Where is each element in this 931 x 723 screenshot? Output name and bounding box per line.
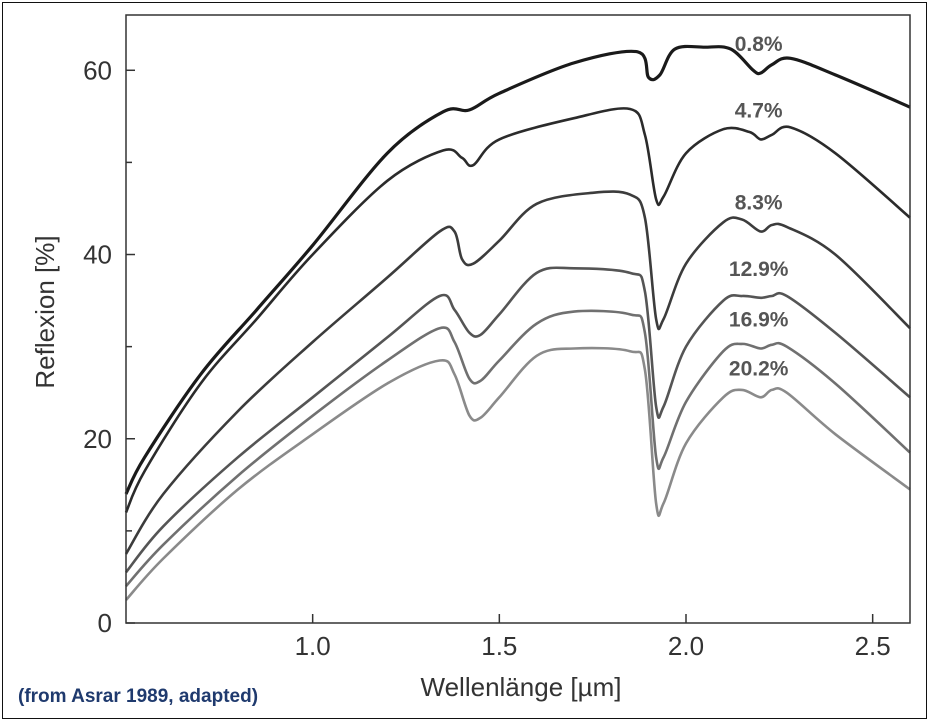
axis-ticks: 1.0 1.5 2.0 2.5 0 20 40 60 — [83, 55, 891, 661]
series-line — [124, 44, 911, 495]
series-line — [125, 346, 911, 601]
x-axis-title: Wellenlänge [µm] — [421, 672, 622, 702]
series-curves — [124, 44, 911, 601]
series-line — [124, 107, 911, 514]
series-line — [124, 190, 911, 555]
series-line — [125, 309, 911, 588]
y-tick-label: 20 — [83, 424, 112, 454]
y-tick-label: 40 — [83, 240, 112, 270]
y-tick-label: 0 — [98, 608, 112, 638]
series-label: 4.7% — [735, 99, 783, 122]
series-labels: 0.8% 4.7% 8.3% 12.9% 16.9% 20.2% — [729, 33, 789, 380]
y-axis-title: Reflexion [%] — [30, 235, 60, 388]
series-label: 20.2% — [729, 357, 789, 380]
x-tick-label: 1.0 — [295, 631, 331, 661]
series-label: 0.8% — [735, 33, 783, 56]
plot-area — [125, 14, 911, 624]
series-label: 8.3% — [735, 191, 783, 214]
series-label: 16.9% — [729, 308, 789, 331]
series-label: 12.9% — [729, 258, 789, 281]
source-credit: (from Asrar 1989, adapted) — [18, 686, 259, 707]
x-tick-label: 1.5 — [481, 631, 517, 661]
y-tick-label: 60 — [83, 55, 112, 85]
x-tick-label: 2.5 — [855, 631, 891, 661]
series-line — [124, 266, 911, 574]
x-tick-label: 2.0 — [668, 631, 704, 661]
